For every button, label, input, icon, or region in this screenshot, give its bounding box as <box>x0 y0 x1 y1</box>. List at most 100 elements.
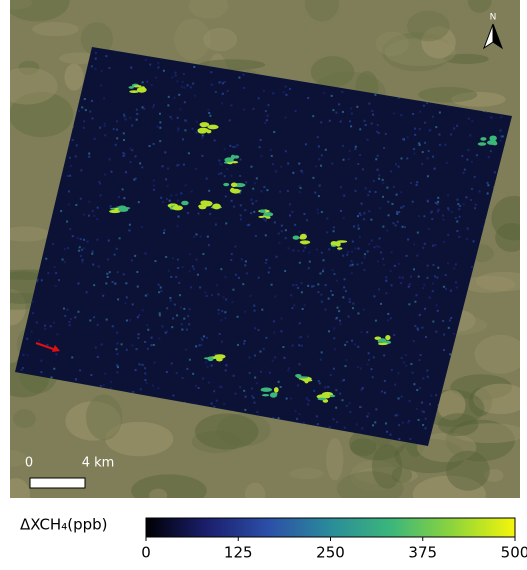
pixel <box>502 135 504 137</box>
pixel <box>230 259 232 261</box>
pixel <box>351 113 353 115</box>
pixel <box>292 172 294 174</box>
pixel <box>203 335 205 337</box>
terrain-patch <box>446 451 490 491</box>
pixel <box>116 371 118 373</box>
pixel <box>329 426 331 428</box>
pixel <box>104 123 106 125</box>
pixel <box>135 155 137 157</box>
pixel <box>299 191 301 193</box>
pixel <box>224 317 226 319</box>
plume-pixel <box>199 206 206 209</box>
pixel <box>363 120 365 122</box>
pixel <box>136 109 138 111</box>
pixel <box>365 124 367 126</box>
pixel <box>469 134 471 136</box>
pixel <box>455 281 457 283</box>
pixel <box>172 257 174 259</box>
pixel <box>258 277 260 279</box>
pixel <box>412 201 414 203</box>
pixel <box>439 144 441 146</box>
pixel <box>284 270 286 272</box>
pixel <box>160 197 162 199</box>
pixel <box>253 397 255 399</box>
pixel <box>231 200 233 202</box>
pixel <box>266 189 268 191</box>
pixel <box>386 431 388 433</box>
pixel <box>165 256 167 258</box>
pixel <box>279 242 281 244</box>
pixel <box>281 225 283 227</box>
pixel <box>466 159 468 161</box>
pixel <box>263 90 265 92</box>
pixel <box>129 117 131 119</box>
pixel <box>184 129 186 131</box>
pixel <box>100 84 102 86</box>
pixel <box>373 180 375 182</box>
plume-pixel <box>216 355 222 360</box>
pixel <box>96 239 98 241</box>
pixel <box>422 151 424 153</box>
pixel <box>372 376 374 378</box>
pixel <box>191 191 193 193</box>
pixel <box>418 419 420 421</box>
pixel <box>326 231 328 233</box>
pixel <box>455 217 457 219</box>
pixel <box>376 131 378 133</box>
pixel <box>242 74 244 76</box>
pixel <box>170 300 172 302</box>
pixel <box>428 150 430 152</box>
plume-pixel <box>134 85 142 87</box>
pixel <box>129 224 131 226</box>
pixel <box>152 106 154 108</box>
pixel <box>419 387 421 389</box>
pixel <box>218 82 220 84</box>
pixel <box>264 122 266 124</box>
pixel <box>84 98 86 100</box>
pixel <box>142 81 144 83</box>
pixel <box>259 351 261 353</box>
pixel <box>328 298 330 300</box>
pixel <box>362 168 364 170</box>
pixel <box>87 241 89 243</box>
pixel <box>221 310 223 312</box>
pixel <box>355 146 357 148</box>
pixel <box>283 357 285 359</box>
pixel <box>170 116 172 118</box>
pixel <box>361 427 363 429</box>
terrain-patch <box>407 11 450 42</box>
pixel <box>123 132 125 134</box>
pixel <box>105 282 107 284</box>
pixel <box>105 55 107 57</box>
pixel <box>141 226 143 228</box>
pixel <box>123 273 125 275</box>
pixel <box>349 411 351 413</box>
pixel <box>386 187 388 189</box>
pixel <box>99 183 101 185</box>
pixel <box>292 284 294 286</box>
pixel <box>427 175 429 177</box>
plume-pixel <box>492 142 497 145</box>
pixel <box>190 286 192 288</box>
pixel <box>95 58 97 60</box>
pixel <box>390 317 392 319</box>
pixel <box>450 317 452 319</box>
pixel <box>80 238 82 240</box>
pixel <box>431 218 433 220</box>
terrain-patch <box>64 64 83 91</box>
plume-pixel <box>261 388 272 392</box>
pixel <box>373 246 375 248</box>
terrain-patch <box>438 413 478 436</box>
pixel <box>301 291 303 293</box>
pixel <box>92 118 94 120</box>
pixel <box>424 427 426 429</box>
pixel <box>69 324 71 326</box>
pixel <box>159 140 161 142</box>
plume-pixel <box>378 343 388 346</box>
pixel <box>319 382 321 384</box>
pixel <box>74 316 76 318</box>
pixel <box>248 224 250 226</box>
pixel <box>119 237 121 239</box>
pixel <box>487 184 489 186</box>
pixel <box>125 302 127 304</box>
